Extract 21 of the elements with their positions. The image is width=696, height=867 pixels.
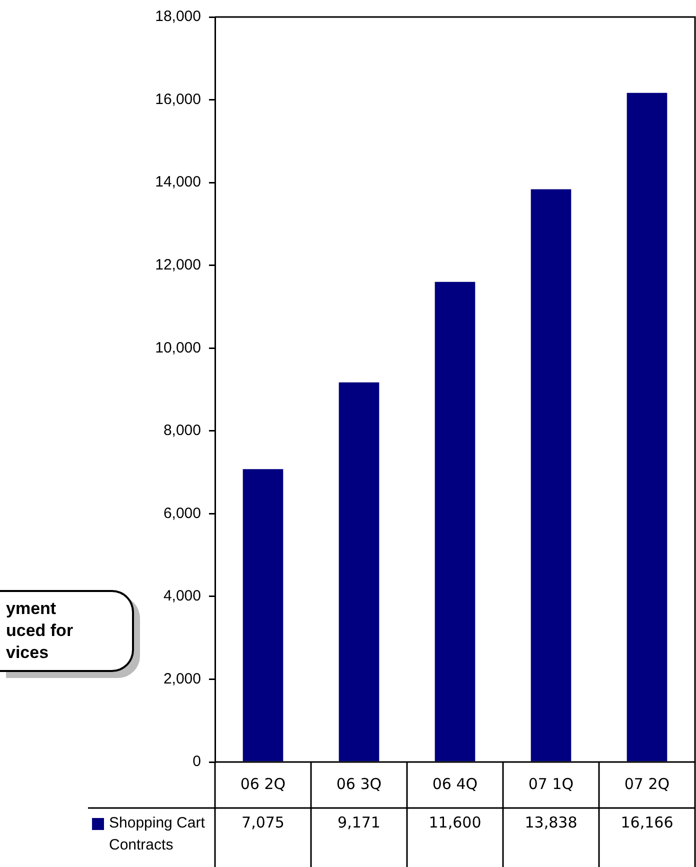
y-tick-label: 18,000 <box>155 8 201 26</box>
y-tick-label: 2,000 <box>163 670 201 688</box>
data-label: 11,600 <box>428 813 482 832</box>
data-label: 16,166 <box>620 813 674 832</box>
y-tick-label: 0 <box>192 753 201 770</box>
data-label: 9,171 <box>338 813 380 832</box>
x-tick-label: 06 2Q <box>240 774 286 793</box>
x-tick-label: 07 1Q <box>528 774 574 793</box>
x-tick-label: 06 4Q <box>432 774 478 793</box>
x-tick-label: 07 2Q <box>624 774 670 793</box>
data-label: 13,838 <box>524 813 578 832</box>
y-tick-label: 8,000 <box>163 422 201 440</box>
y-tick-label: 6,000 <box>163 504 201 522</box>
y-tick-label: 12,000 <box>155 256 201 274</box>
x-tick-label: 06 3Q <box>336 774 382 793</box>
legend-label: Shopping Cart Contracts <box>109 814 206 854</box>
y-tick-label: 16,000 <box>155 90 201 108</box>
y-tick-label: 10,000 <box>155 339 201 356</box>
data-label: 7,075 <box>242 813 284 832</box>
y-tick-label: 4,000 <box>163 588 201 605</box>
y-tick-label: 14,000 <box>155 174 201 191</box>
